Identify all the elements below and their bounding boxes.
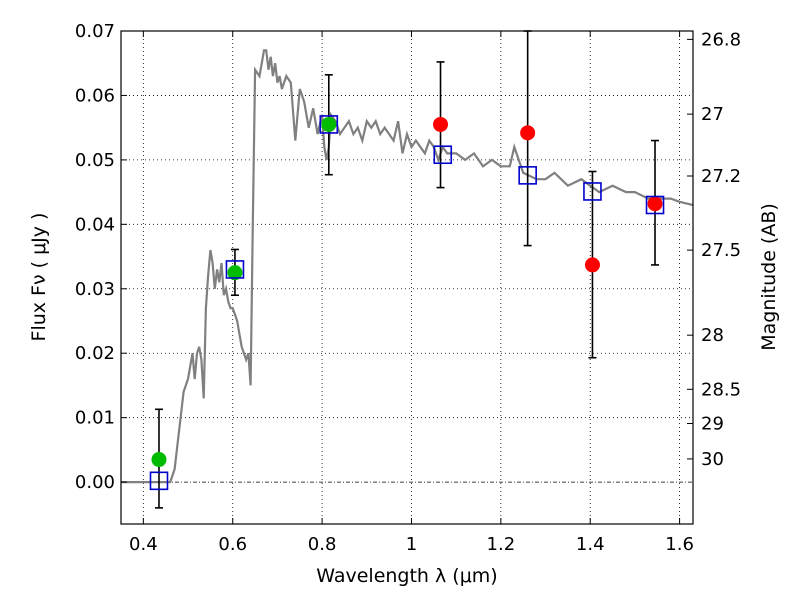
x-tick-label: 1.6 xyxy=(665,534,694,555)
green-data-point xyxy=(227,265,243,281)
x-tick-label: 0.4 xyxy=(129,534,158,555)
plot-frame xyxy=(120,30,694,525)
x-axis: 0.4 0.6 0.8 1 1.2 1.4 1.6 xyxy=(129,31,694,555)
plot-area xyxy=(121,30,693,509)
magnitude-tick-label: 28 xyxy=(701,325,724,346)
x-tick-label: 1 xyxy=(406,534,417,555)
magnitude-tick-label: 30 xyxy=(701,449,724,470)
red-data-point xyxy=(584,257,600,273)
magnitude-tick-label: 28.5 xyxy=(701,379,741,400)
x-tick-label: 1.2 xyxy=(487,534,516,555)
model-spectrum-line xyxy=(121,49,693,484)
model-photometry-square xyxy=(583,182,602,201)
x-tick-label: 0.6 xyxy=(218,534,247,555)
magnitude-tick-label: 26.8 xyxy=(701,29,741,50)
y-tick-label: 0.02 xyxy=(75,343,115,364)
y-axis-title: Flux Fν ( μJy ) xyxy=(28,213,50,342)
red-data-point xyxy=(433,116,449,132)
model-photometry-square xyxy=(433,145,453,165)
model-photometry-square xyxy=(645,195,665,215)
magnitude-tick-label: 27 xyxy=(701,104,724,125)
red-data-point xyxy=(647,196,663,212)
green-data-point xyxy=(321,116,337,132)
model-photometry-square xyxy=(225,260,245,279)
model-photometry-square xyxy=(149,471,169,491)
magnitude-tick-label: 27.2 xyxy=(701,166,741,187)
y-tick-label: 0.00 xyxy=(75,472,115,493)
y-tick-label: 0.03 xyxy=(75,279,115,300)
y-tick-label: 0.05 xyxy=(75,150,115,171)
green-data-point xyxy=(151,452,167,468)
y-axis-title-right: Magnitude (AB) xyxy=(758,203,780,351)
y-tick-label: 0.06 xyxy=(75,85,115,106)
model-photometry-square xyxy=(319,115,339,134)
magnitude-tick-label: 27.5 xyxy=(701,240,741,261)
x-axis-title: Wavelength λ (μm) xyxy=(316,565,497,587)
model-photometry-square xyxy=(518,166,537,185)
y-tick-label: 0.01 xyxy=(75,408,115,429)
y-tick-label: 0.07 xyxy=(75,21,115,42)
y-tick-label: 0.04 xyxy=(75,214,115,235)
red-data-point xyxy=(520,125,536,141)
magnitude-tick-label: 29 xyxy=(701,413,724,434)
x-tick-label: 0.8 xyxy=(308,534,337,555)
y-axis-left: 0.00 0.01 0.02 0.03 0.04 0.05 0.06 0.07 xyxy=(75,21,127,493)
y-axis-right: 26.8 27 27.2 27.5 28 28.5 29 30 xyxy=(687,29,741,470)
x-tick-label: 1.4 xyxy=(576,534,605,555)
